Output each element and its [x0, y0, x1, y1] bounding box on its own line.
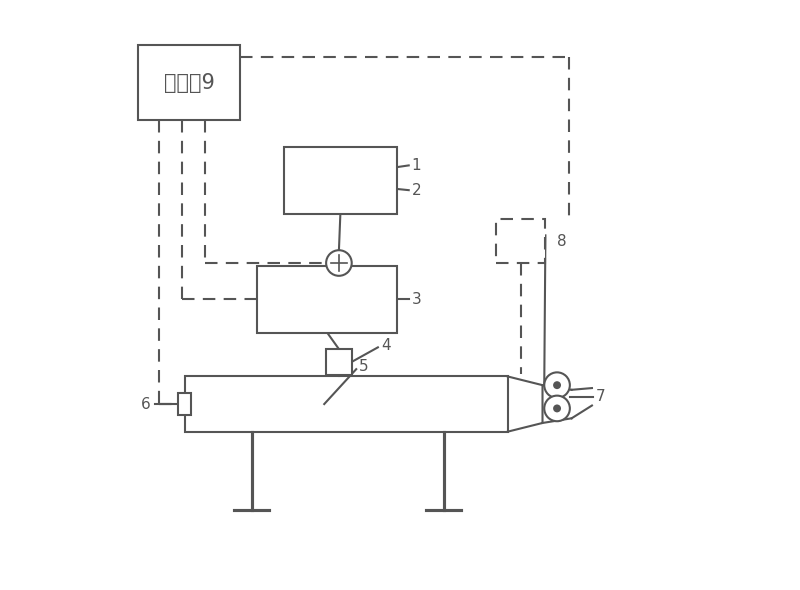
Text: 5: 5 [359, 359, 369, 373]
Text: 7: 7 [596, 389, 606, 404]
Bar [496, 219, 546, 263]
Text: 2: 2 [412, 183, 422, 198]
Text: 1: 1 [412, 158, 422, 173]
Bar [138, 45, 240, 120]
Bar [258, 266, 397, 333]
Circle shape [326, 250, 352, 276]
Circle shape [544, 396, 570, 421]
Circle shape [544, 372, 570, 398]
Bar [284, 147, 397, 214]
Circle shape [554, 382, 560, 388]
Bar [185, 376, 508, 432]
Text: 3: 3 [412, 292, 422, 307]
Text: 6: 6 [141, 396, 150, 412]
Bar [178, 393, 191, 415]
Text: 8: 8 [557, 234, 566, 249]
Bar [326, 349, 352, 375]
Circle shape [554, 405, 560, 411]
Text: 4: 4 [381, 338, 390, 353]
Text: 控刺器9: 控刺器9 [164, 73, 214, 93]
